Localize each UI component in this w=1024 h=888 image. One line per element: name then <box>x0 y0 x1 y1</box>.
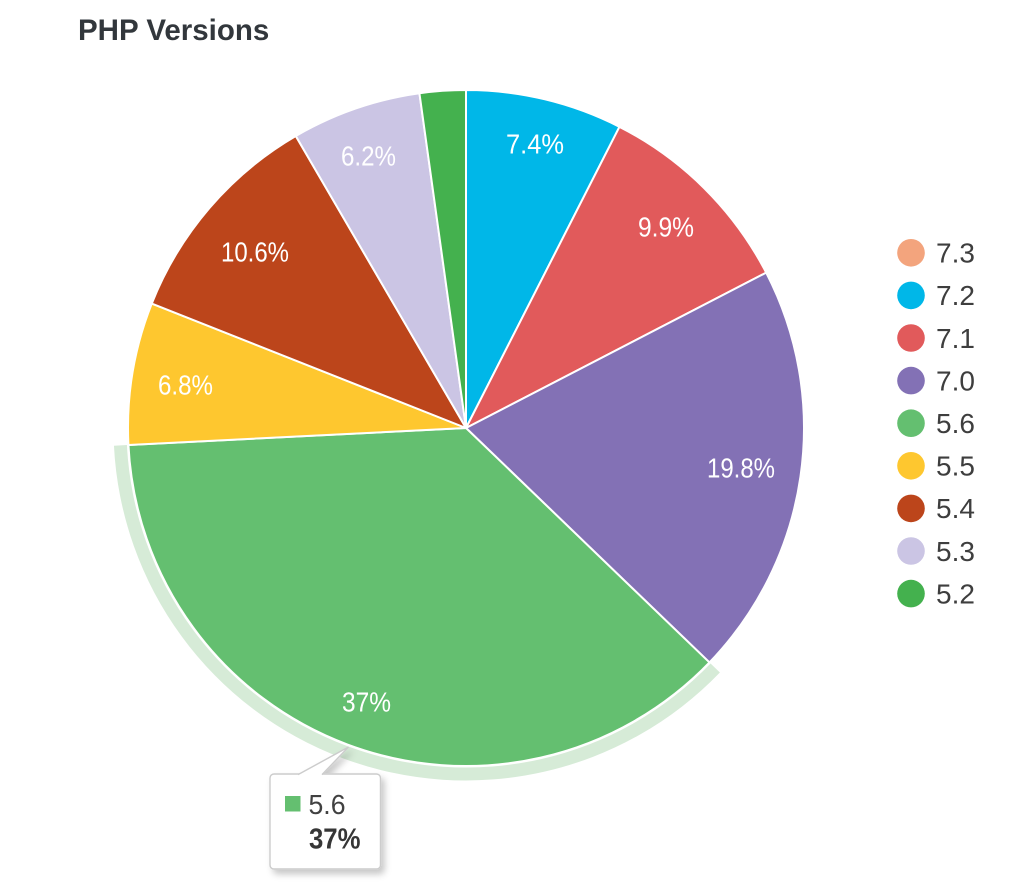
svg-text:37%: 37% <box>309 824 361 856</box>
svg-text:7.2: 7.2 <box>936 280 975 311</box>
svg-text:7.0: 7.0 <box>936 365 975 396</box>
svg-text:37%: 37% <box>342 687 391 718</box>
svg-text:10.6%: 10.6% <box>221 237 289 268</box>
svg-text:PHP Versions: PHP Versions <box>78 14 269 47</box>
svg-text:6.2%: 6.2% <box>341 141 396 172</box>
svg-text:5.3: 5.3 <box>936 536 975 567</box>
svg-text:5.5: 5.5 <box>936 451 975 482</box>
svg-text:19.8%: 19.8% <box>707 453 775 484</box>
svg-text:7.3: 7.3 <box>936 238 975 269</box>
svg-text:9.9%: 9.9% <box>638 212 694 243</box>
svg-text:5.6: 5.6 <box>309 789 346 820</box>
svg-text:5.2: 5.2 <box>936 578 975 609</box>
svg-text:7.4%: 7.4% <box>506 129 564 160</box>
svg-text:7.1: 7.1 <box>936 323 975 354</box>
svg-text:5.4: 5.4 <box>936 493 975 524</box>
svg-text:5.6: 5.6 <box>936 408 975 439</box>
svg-text:6.8%: 6.8% <box>158 370 213 401</box>
